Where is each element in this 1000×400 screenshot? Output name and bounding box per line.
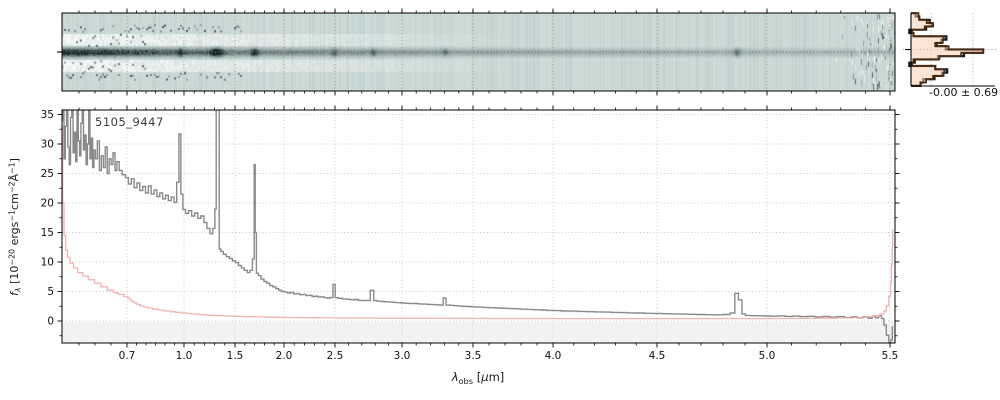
svg-text:5.5: 5.5: [882, 350, 899, 362]
svg-text:1.5: 1.5: [227, 350, 244, 362]
x-axis-label: λobs [μm]: [451, 370, 505, 386]
svg-text:2.0: 2.0: [276, 350, 293, 362]
svg-text:10: 10: [41, 257, 54, 269]
main-plot: [57, 105, 900, 348]
svg-text:2.5: 2.5: [327, 350, 344, 362]
svg-text:4.5: 4.5: [649, 350, 666, 362]
source-id-label: 5105_9447: [95, 115, 164, 129]
svg-text:3.0: 3.0: [394, 350, 411, 362]
y-axis-label: fλ [10−20 ergs−1cm−2Å−1]: [7, 158, 23, 296]
spectrum-series: [62, 110, 894, 343]
profile-stats-label: -0.00 ± 0.69: [929, 86, 999, 99]
2d-spectrum-image: [62, 13, 895, 91]
svg-text:4.0: 4.0: [545, 350, 562, 362]
svg-text:5: 5: [47, 286, 54, 298]
svg-text:0.7: 0.7: [119, 350, 136, 362]
svg-text:15: 15: [41, 227, 54, 239]
profile-histogram: [903, 12, 998, 87]
svg-text:0: 0: [47, 316, 54, 328]
svg-text:5.0: 5.0: [759, 350, 776, 362]
svg-text:3.5: 3.5: [465, 350, 482, 362]
svg-text:30: 30: [41, 139, 54, 151]
svg-text:35: 35: [41, 109, 54, 121]
svg-text:1.0: 1.0: [176, 350, 193, 362]
svg-text:25: 25: [41, 168, 54, 180]
svg-text:20: 20: [41, 198, 54, 210]
